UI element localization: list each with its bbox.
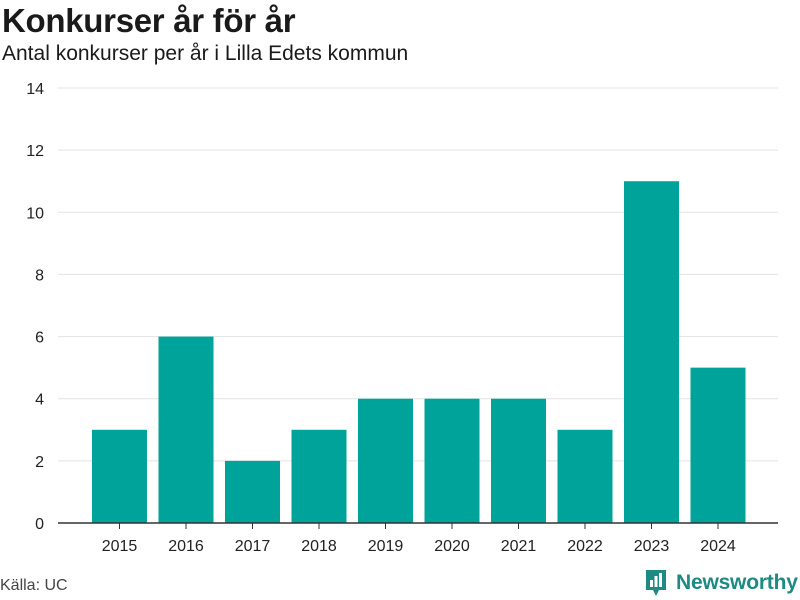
bars — [92, 181, 746, 523]
y-tick-label: 2 — [35, 454, 44, 471]
y-tick-label: 8 — [35, 267, 44, 284]
x-tick-label: 2024 — [700, 538, 736, 555]
x-tick-label: 2022 — [567, 538, 603, 555]
bar — [158, 336, 214, 523]
x-tick-label: 2015 — [102, 538, 138, 555]
x-tick-label: 2018 — [301, 538, 337, 555]
bar — [291, 429, 347, 523]
source-note: Källa: UC — [0, 577, 68, 594]
x-tick-label: 2019 — [368, 538, 404, 555]
bar — [690, 367, 746, 523]
x-tick-label: 2021 — [501, 538, 537, 555]
bar — [424, 398, 480, 523]
y-tick-label: 0 — [35, 516, 44, 533]
axes: 0 2 4 6 8 10 12 14 2015 2016 2017 2018 2019 2020 2021 2… — [26, 81, 778, 555]
x-tick-label: 2016 — [168, 538, 204, 555]
y-tick-label: 12 — [26, 143, 44, 160]
brand-logo: Newsworthy — [644, 568, 798, 598]
x-tick-label: 2023 — [634, 538, 670, 555]
bar — [92, 429, 147, 523]
y-tick-label: 6 — [35, 330, 44, 347]
chart-subtitle: Antal konkurser per år i Lilla Edets kom… — [2, 42, 409, 65]
y-tick-label: 14 — [26, 81, 44, 98]
x-tick-label: 2020 — [434, 538, 470, 555]
brand-name: Newsworthy — [676, 571, 798, 594]
bar — [358, 398, 413, 523]
bar — [225, 460, 280, 523]
chart-title: Konkurser år för år — [2, 2, 296, 39]
x-tick-label: 2017 — [235, 538, 271, 555]
y-tick-label: 4 — [35, 392, 44, 409]
bar — [557, 429, 613, 523]
bar — [491, 398, 546, 523]
bar-chart-pin-icon — [646, 570, 666, 596]
bar — [624, 181, 679, 523]
y-tick-label: 10 — [26, 205, 44, 222]
